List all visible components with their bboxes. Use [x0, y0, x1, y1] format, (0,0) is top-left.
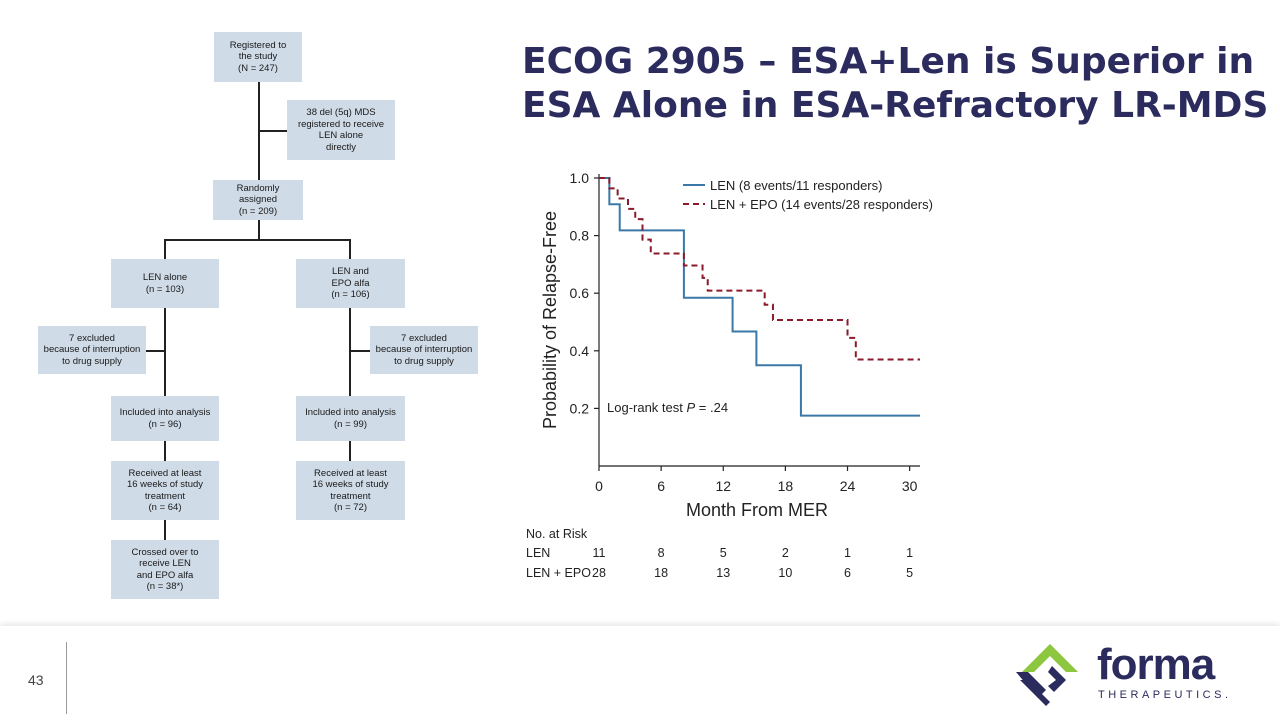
- risk-row-label: LEN + EPO: [526, 566, 591, 580]
- flow-box-randomized: Randomly assigned (n = 209): [213, 180, 303, 220]
- risk-table-title: No. at Risk: [526, 527, 588, 541]
- forma-logo-wordmark: forma: [1097, 640, 1215, 689]
- risk-value: 18: [654, 566, 668, 580]
- flow-box-received-right: Received at least 16 weeks of study trea…: [296, 461, 405, 520]
- legend-label-0: LEN (8 events/11 responders): [710, 178, 882, 193]
- flow-box-len-alone: LEN alone (n = 103): [111, 259, 219, 308]
- annotation-italic: P: [687, 400, 696, 415]
- x-tick-label: 6: [657, 478, 665, 494]
- footer-divider: [66, 642, 67, 714]
- flow-box-received-left: Received at least 16 weeks of study trea…: [111, 461, 219, 520]
- x-tick-label: 30: [902, 478, 918, 494]
- flow-box-len-epo: LEN and EPO alfa (n = 106): [296, 259, 405, 308]
- series-line-1: [599, 177, 920, 361]
- flow-box-excluded-left: 7 excluded because of interruption to dr…: [38, 326, 146, 374]
- risk-value: 5: [906, 566, 913, 580]
- y-tick-label: 1.0: [570, 170, 590, 186]
- risk-value: 8: [658, 546, 665, 560]
- x-tick-label: 12: [715, 478, 731, 494]
- x-tick-label: 0: [595, 478, 603, 494]
- annotation-prefix: Log-rank test: [607, 400, 687, 415]
- risk-value: 13: [716, 566, 730, 580]
- risk-value: 5: [720, 546, 727, 560]
- risk-row-label: LEN: [526, 546, 550, 560]
- risk-value: 6: [844, 566, 851, 580]
- risk-value: 1: [906, 546, 913, 560]
- flow-box-crossed: Crossed over to receive LEN and EPO alfa…: [111, 540, 219, 599]
- page-number: 43: [28, 672, 44, 688]
- x-axis-label: Month From MER: [686, 500, 828, 520]
- flow-box-excluded-right: 7 excluded because of interruption to dr…: [370, 326, 478, 374]
- series-line-0: [599, 177, 920, 417]
- risk-value: 11: [593, 546, 606, 560]
- risk-value: 28: [592, 566, 606, 580]
- forma-logo-subtitle: THERAPEUTICS.: [1098, 689, 1232, 701]
- y-tick-label: 0.8: [570, 228, 590, 244]
- kaplan-meier-chart: 0.20.40.60.81.0 0 6 12 18 24 30 LEN (8 events…: [526, 170, 933, 580]
- y-tick-label: 0.4: [570, 343, 590, 359]
- slide-title: ECOG 2905 – ESA+Len is Superior in ESA A…: [522, 41, 1269, 126]
- forma-logo-mark-icon: [1016, 644, 1078, 706]
- flow-box-del5q: 38 del (5q) MDS registered to receive LE…: [287, 100, 395, 160]
- y-axis-label: Probability of Relapse-Free: [540, 211, 560, 429]
- flow-box-analysis-right: Included into analysis (n = 99): [296, 396, 405, 441]
- flow-box-analysis-left: Included into analysis (n = 96): [111, 396, 219, 441]
- risk-value: 1: [844, 546, 851, 560]
- risk-value: 10: [778, 566, 792, 580]
- y-tick-label: 0.6: [570, 285, 590, 301]
- x-tick-label: 24: [840, 478, 856, 494]
- legend-label-1: LEN + EPO (14 events/28 responders): [710, 197, 933, 212]
- x-tick-label: 18: [778, 478, 794, 494]
- risk-value: 2: [782, 546, 789, 560]
- y-tick-label: 0.2: [570, 400, 590, 416]
- flow-box-registered: Registered to the study (N = 247): [214, 32, 302, 82]
- annotation-suffix: = .24: [695, 400, 728, 415]
- footer-bar: [0, 626, 1280, 720]
- log-rank-annotation: Log-rank test P = .24: [607, 400, 728, 415]
